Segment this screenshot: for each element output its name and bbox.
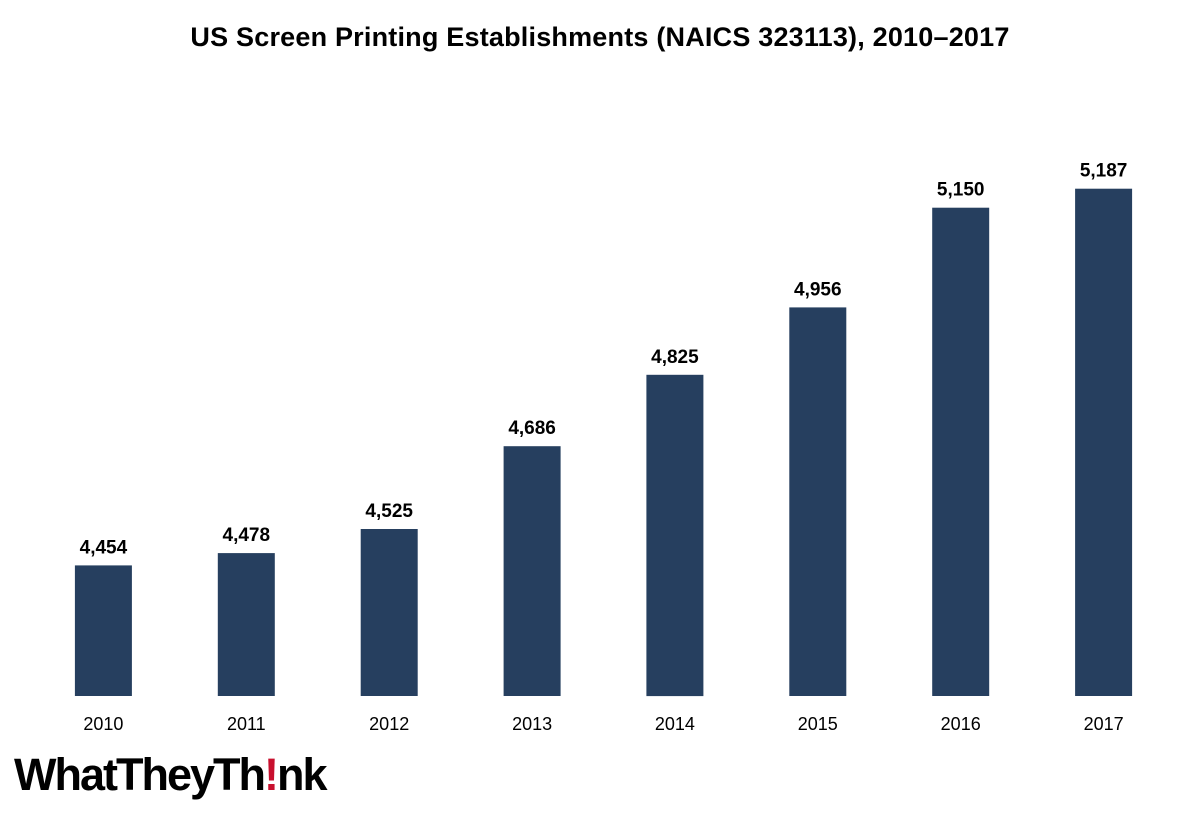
bar-2015 — [789, 307, 847, 696]
bar-2012 — [360, 529, 418, 696]
logo-text-part2: nk — [276, 749, 327, 800]
x-tick-label-2011: 2011 — [227, 714, 266, 734]
bar-2014 — [646, 374, 704, 697]
bar-2011 — [217, 553, 275, 696]
value-label-2011: 4,478 — [223, 525, 271, 546]
logo-text-part1: WhatTheyTh — [14, 749, 266, 800]
value-label-2013: 4,686 — [508, 418, 556, 439]
logo-exclamation: ! — [263, 749, 279, 800]
chart-title: US Screen Printing Establishments (NAICS… — [190, 22, 1010, 52]
x-tick-label-2014: 2014 — [655, 714, 695, 734]
value-label-2017: 5,187 — [1080, 161, 1128, 182]
bar-2010 — [74, 565, 132, 696]
x-tick-label-2013: 2013 — [512, 714, 552, 734]
bars-group — [74, 188, 1133, 697]
whattheythink-logo: WhatTheyTh!nk — [14, 749, 327, 800]
x-tick-label-2017: 2017 — [1084, 714, 1124, 734]
value-labels-group: 4,454 4,478 4,525 4,686 4,825 4,956 5,150 5,187 — [80, 161, 1128, 559]
value-label-2015: 4,956 — [794, 279, 842, 300]
value-label-2016: 5,150 — [937, 180, 985, 201]
value-label-2012: 4,525 — [365, 501, 413, 522]
bar-2017 — [1075, 188, 1133, 696]
bar-2013 — [503, 446, 561, 696]
x-tick-label-2010: 2010 — [83, 714, 123, 734]
x-tick-label-2015: 2015 — [798, 714, 838, 734]
bar-2016 — [932, 207, 990, 696]
x-tick-labels-group: 2010 2011 2012 2013 2014 2015 2016 2017 — [83, 714, 1123, 734]
x-tick-label-2016: 2016 — [941, 714, 981, 734]
value-label-2014: 4,825 — [651, 347, 699, 368]
value-label-2010: 4,454 — [80, 537, 128, 558]
x-tick-label-2012: 2012 — [369, 714, 409, 734]
